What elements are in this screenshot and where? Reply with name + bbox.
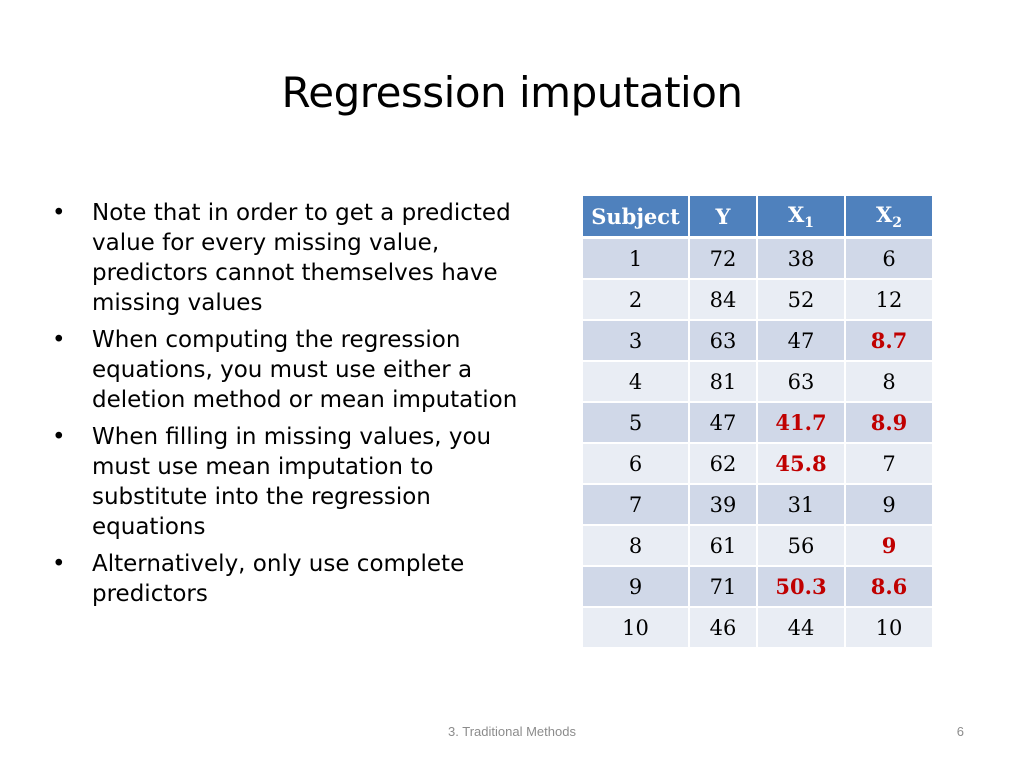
header-x1-main: X [787,201,805,227]
cell-y: 72 [689,237,758,280]
bullet-text: When computing the regression equations,… [92,327,518,413]
slide-title: Regression imputation [281,68,743,117]
cell-x1: 47 [757,320,846,362]
cell-x2: 8.6 [845,566,932,608]
cell-x2: 9 [845,525,932,567]
bullet-text: When filling in missing values, you must… [92,424,492,540]
cell-y: 63 [689,320,758,362]
bullet-item: • Note that in order to get a predicted … [50,198,520,318]
table-row: 7 39 31 9 [583,484,932,526]
header-x2: X2 [845,196,932,239]
cell-x2: 10 [845,607,932,649]
cell-y: 47 [689,402,758,444]
cell-x2: 8 [845,361,932,403]
header-x1: X1 [757,196,846,239]
cell-x2: 8.7 [845,320,932,362]
table-row: 3 63 47 8.7 [583,320,932,362]
cell-subject: 8 [583,525,690,567]
cell-y: 84 [689,279,758,321]
cell-x1: 31 [757,484,846,526]
cell-subject: 6 [583,443,690,485]
cell-subject: 1 [583,237,690,280]
table-row: 1 72 38 6 [583,237,932,280]
cell-x2: 7 [845,443,932,485]
header-y: Y [689,196,758,239]
cell-x2: 9 [845,484,932,526]
cell-subject: 2 [583,279,690,321]
table-row: 9 71 50.3 8.6 [583,566,932,608]
table-header: Subject Y X1 X2 [583,196,932,239]
cell-x2: 8.9 [845,402,932,444]
header-x2-subscript: 2 [892,214,903,231]
cell-subject: 9 [583,566,690,608]
table-row: 4 81 63 8 [583,361,932,403]
bullet-icon: • [52,327,66,353]
bullet-text: Note that in order to get a predicted va… [92,200,511,316]
cell-x2: 6 [845,237,932,280]
bullet-item: • Alternatively, only use complete predi… [50,549,520,609]
cell-subject: 10 [583,607,690,649]
table-header-row: Subject Y X1 X2 [583,196,932,239]
bullet-icon: • [52,200,66,226]
cell-y: 71 [689,566,758,608]
bullet-text: Alternatively, only use complete predict… [92,551,465,607]
header-x2-main: X [875,201,893,227]
imputation-table: Subject Y X1 X2 1 72 38 6 2 84 52 12 3 6… [583,196,932,649]
bullet-item: • When filling in missing values, you mu… [50,422,520,542]
header-subject: Subject [583,196,690,239]
cell-y: 61 [689,525,758,567]
bullet-item: • When computing the regression equation… [50,325,520,415]
cell-subject: 7 [583,484,690,526]
table-row: 8 61 56 9 [583,525,932,567]
cell-x1: 50.3 [757,566,846,608]
table-row: 6 62 45.8 7 [583,443,932,485]
table-row: 5 47 41.7 8.9 [583,402,932,444]
header-x1-subscript: 1 [804,214,815,231]
cell-x1: 63 [757,361,846,403]
table-row: 2 84 52 12 [583,279,932,321]
cell-x1: 41.7 [757,402,846,444]
cell-x1: 52 [757,279,846,321]
cell-y: 81 [689,361,758,403]
bullet-icon: • [52,551,66,577]
cell-x1: 38 [757,237,846,280]
cell-y: 39 [689,484,758,526]
footer-section-title: 3. Traditional Methods [448,724,576,739]
cell-x1: 45.8 [757,443,846,485]
page-number: 6 [956,724,964,739]
table-row: 10 46 44 10 [583,607,932,649]
cell-y: 62 [689,443,758,485]
cell-x1: 56 [757,525,846,567]
bullet-icon: • [52,424,66,450]
cell-subject: 3 [583,320,690,362]
bullet-list: • Note that in order to get a predicted … [50,198,520,616]
cell-x2: 12 [845,279,932,321]
cell-subject: 4 [583,361,690,403]
cell-y: 46 [689,607,758,649]
cell-x1: 44 [757,607,846,649]
cell-subject: 5 [583,402,690,444]
table-body: 1 72 38 6 2 84 52 12 3 63 47 8.7 4 81 63… [583,237,932,649]
